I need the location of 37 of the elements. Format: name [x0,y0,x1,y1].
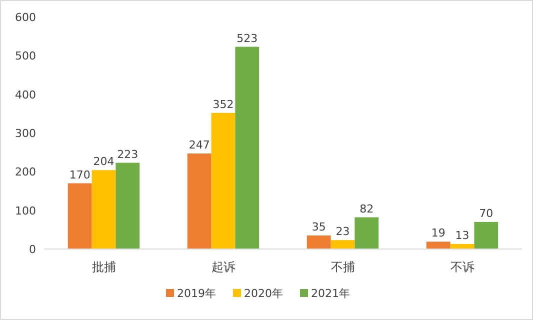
bar [92,170,116,249]
y-tick-label: 400 [15,88,36,102]
data-label: 223 [117,148,138,161]
y-tick-label: 300 [15,127,36,140]
x-tick-label: 起诉 [211,260,236,274]
x-tick-label: 不捕 [330,260,355,274]
legend-label: 2019年 [177,287,216,300]
y-tick-label: 100 [15,204,36,218]
data-label: 13 [455,228,470,242]
data-label: 35 [312,220,326,234]
data-label: 523 [236,32,258,45]
bar [474,222,498,249]
bar [187,153,212,249]
bar [330,240,355,249]
legend-label: 2020年 [244,287,283,300]
data-label: 352 [212,98,234,111]
data-label: 247 [188,138,210,152]
bar [426,242,450,249]
y-tick-label: 200 [15,166,36,179]
x-tick-label: 不诉 [450,260,474,274]
data-label: 19 [431,226,446,240]
y-tick-label: 0 [29,243,36,256]
data-label: 170 [69,168,90,182]
legend-label: 2021年 [311,287,350,300]
y-tick-label: 600 [15,11,36,24]
bar [211,112,236,249]
bar [235,46,260,249]
data-label: 70 [479,206,494,220]
data-label: 204 [93,155,114,168]
x-tick-label: 批捕 [92,260,116,274]
bar [306,235,331,249]
bar [354,217,379,249]
y-tick-label: 500 [15,50,36,63]
bar [116,162,140,249]
data-label: 82 [360,202,374,216]
data-label: 23 [336,225,350,238]
bar [68,183,92,249]
